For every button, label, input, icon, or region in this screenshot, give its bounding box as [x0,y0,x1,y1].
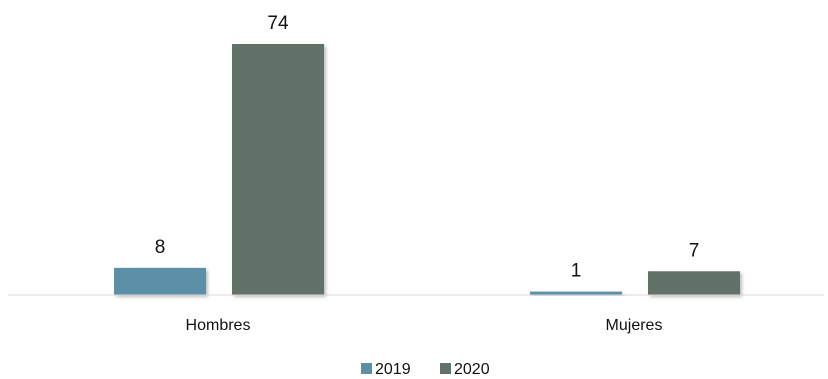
legend-swatch-2019 [361,363,372,374]
category-labels-group: Hombres Mujeres [186,317,663,334]
data-label-mujeres-2019: 1 [571,261,582,282]
data-label-hombres-2019: 8 [155,237,166,258]
data-labels-group: 8 1 74 7 [155,13,700,282]
legend-label-2020: 2020 [454,361,490,378]
data-label-mujeres-2020: 7 [689,240,700,261]
bars-group [114,44,740,295]
bar-mujeres-2019 [530,291,622,295]
bar-mujeres-2020 [648,271,740,295]
bar-hombres-2020 [232,44,324,295]
legend-swatch-2020 [440,363,451,374]
legend-label-2019: 2019 [375,361,411,378]
category-label-mujeres: Mujeres [606,317,663,334]
bar-hombres-2019 [114,267,206,295]
category-label-hombres: Hombres [186,317,251,334]
data-label-hombres-2020: 74 [267,13,289,34]
legend: 2019 2020 [361,361,490,378]
